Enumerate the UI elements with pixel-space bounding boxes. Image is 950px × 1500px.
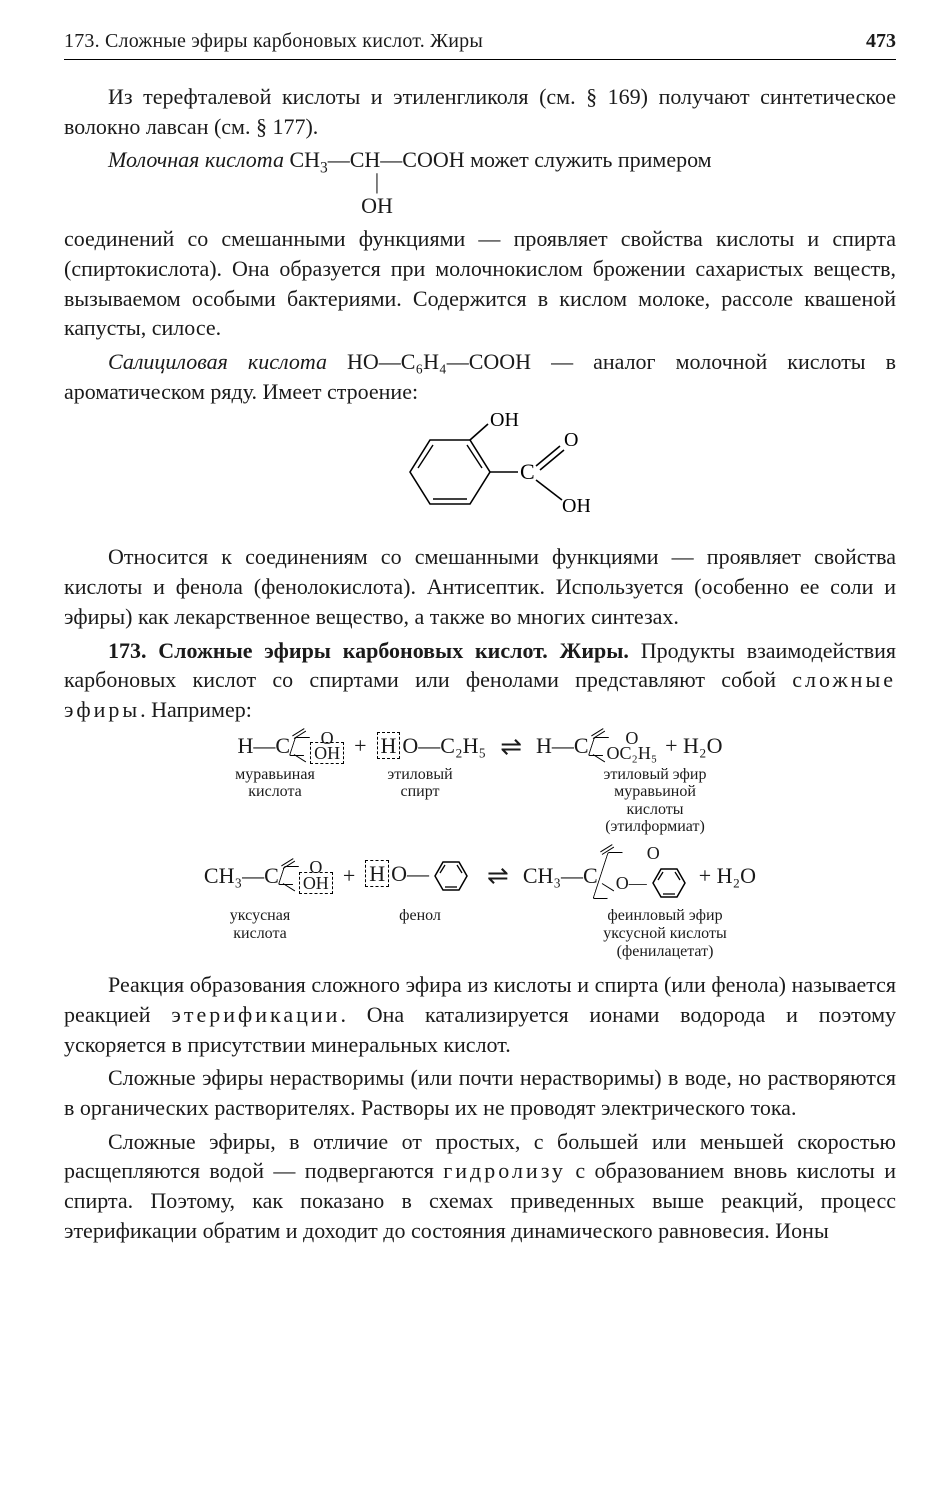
rx1-hbox: H [377, 732, 401, 759]
formic-acid: H—C O OH [238, 731, 347, 762]
para-6-tail: . Например: [140, 697, 252, 722]
phenyl-acetate: CH₃—C O O— [523, 846, 691, 905]
para-1-text: Из терефталевой кислоты и этиленгликоля … [64, 84, 896, 139]
salicyl-oh-top: OH [490, 412, 519, 431]
rx1-water: + H₂O [665, 731, 722, 761]
rx2-lab-phenol: фенол [335, 907, 505, 960]
rx1-left-oh: OH [310, 742, 344, 764]
lactic-oh-label: OH [361, 193, 393, 218]
page: 173. Сложные эфиры карбоновых кислот. Жи… [0, 0, 950, 1500]
para-8: Сложные эфиры нерастворимы (или почти не… [64, 1063, 896, 1122]
ethyl-formate: H—C O OC₂H₅ [536, 731, 657, 762]
salicylic-structure: OH C O OH [64, 412, 896, 532]
rx1-lab-alcohol: этиловый спирт [345, 766, 495, 836]
rx1-left-prefix: H—C [238, 731, 291, 761]
lactic-oh-under: | OH [64, 173, 896, 220]
rx2-equilibrium-arrow: ⇌ [481, 858, 515, 893]
rx2-plus-1: + [343, 861, 355, 891]
reaction-2-labels: уксусная кислота фенол феинловый эфир ук… [64, 907, 896, 960]
benzene-ring-icon [429, 854, 473, 898]
lactic-formula-inline: CH3—CH—COOH может служить примером [289, 147, 711, 172]
para-1: Из терефталевой кислоты и этиленгликоля … [64, 82, 896, 141]
rx1-right-prefix: H—C [536, 731, 589, 761]
para-8-text: Сложные эфиры нерастворимы (или почти не… [64, 1065, 896, 1120]
para-2: Молочная кислота CH3—CH—COOH может служи… [64, 145, 896, 175]
acetic-acid: CH₃—C O OH [204, 860, 335, 891]
rx2-left-prefix: CH₃—C [204, 861, 279, 891]
rx2-right-prefix: CH₃—C [523, 861, 598, 891]
reaction-2: CH₃—C O OH + HO— ⇌ CH₃—C [64, 846, 896, 905]
running-head-left: 173. Сложные эфиры карбоновых кислот. Жи… [64, 28, 483, 55]
rx2-right-o-link: O— [616, 876, 647, 891]
rx2-lab-product: феинловый эфир уксусной кислоты (фенилац… [555, 907, 775, 960]
running-head: 173. Сложные эфиры карбоновых кислот. Жи… [64, 28, 896, 60]
lactic-rest: —CH—COOH может служить примером [328, 147, 712, 172]
lactic-ch: CH [289, 147, 320, 172]
phenol: HO— [363, 854, 473, 898]
salicyl-oh-bot: OH [562, 495, 590, 517]
para-6: 173. Сложные эфиры карбоновых кислот. Жи… [64, 636, 896, 725]
reaction-1-labels: муравьиная кислота этиловый спирт этилов… [64, 766, 896, 836]
rx2-hbox: H [365, 860, 389, 887]
para-5-text: Относится к соединениям со смешанными фу… [64, 544, 896, 628]
salicyl-o: O [564, 429, 578, 451]
para-5: Относится к соединениям со смешанными фу… [64, 542, 896, 631]
reaction-1: H—C O OH + HO—C₂H₅ ⇌ H—C O OC₂H₅ + H₂O [64, 729, 896, 764]
para-7: Реакция образования сложного эфира из ки… [64, 970, 896, 1059]
page-number: 473 [866, 28, 896, 55]
para-3-text: соединений со смешанными функциями — про… [64, 226, 896, 340]
para-9: Сложные эфиры, в отличие от простых, с б… [64, 1127, 896, 1246]
lactic-acid-name: Молочная кислота [108, 147, 284, 172]
para-4: Салициловая кислота HO—C₆H₄—COOH — анало… [64, 347, 896, 406]
rx2-phenol-o: O— [391, 861, 429, 886]
sub-3: 3 [320, 160, 328, 177]
rx2-left-oh: OH [299, 872, 333, 894]
rx1-right-oc2h5: OC₂H₅ [607, 746, 658, 761]
benzene-ring-icon-2 [647, 861, 691, 905]
para-3: соединений со смешанными функциями — про… [64, 224, 896, 343]
salicyl-c: C [520, 459, 535, 484]
rx2-water: + H₂O [699, 861, 756, 891]
rx1-lab-acid: муравьиная кислота [205, 766, 345, 836]
rx1-plus-1: + [354, 731, 366, 761]
rx1-equilibrium-arrow: ⇌ [494, 729, 528, 764]
rx2-right-o: O [616, 846, 691, 861]
esterification-term: этерификации [171, 1002, 340, 1027]
rx1-lab-product: этиловый эфир муравьиной кислоты (этилфо… [555, 766, 755, 836]
salicylic-acid-name: Салициловая кислота [108, 349, 327, 374]
rx2-lab-acid: уксусная кислота [185, 907, 335, 960]
rx1-ethanol: O—C₂H₅ [402, 733, 486, 758]
section-heading: 173. Сложные эфиры карбоновых кислот. Жи… [108, 638, 629, 663]
hydrolysis-term: гидролизу [443, 1158, 566, 1183]
